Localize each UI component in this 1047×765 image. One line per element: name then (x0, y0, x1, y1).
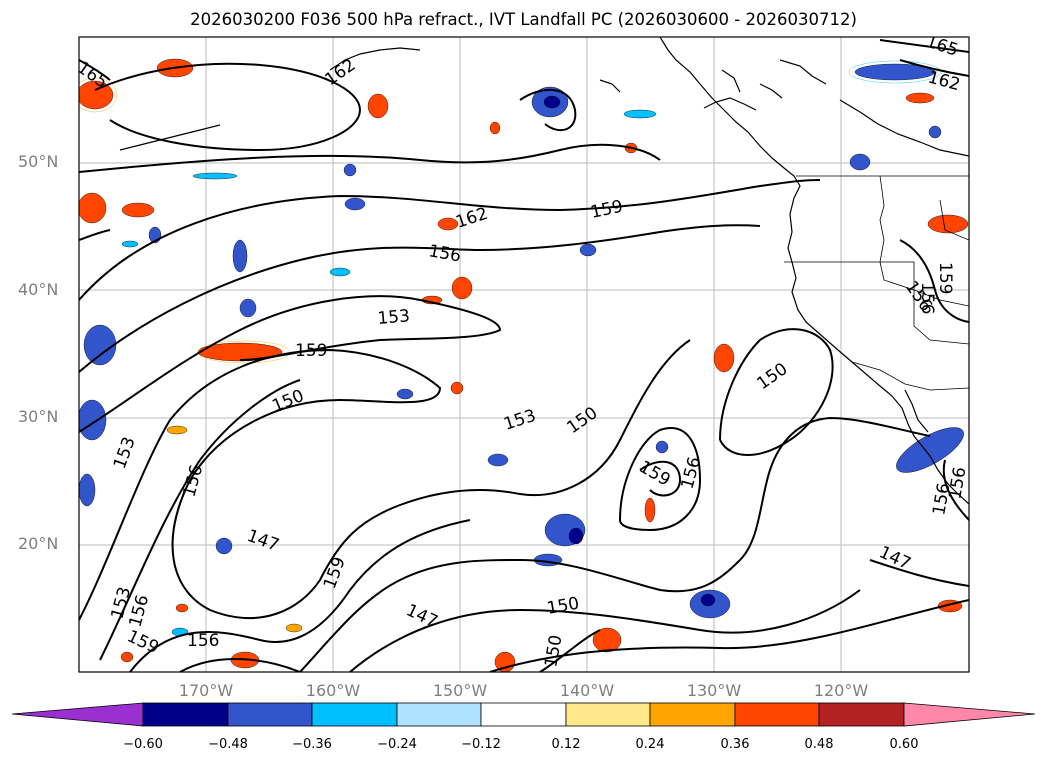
lat-label-40n: 40°N (18, 280, 59, 299)
colorbar-segment (480, 702, 567, 727)
contour-label: 156 (187, 631, 219, 651)
colorbar-tick-label: 0.24 (635, 737, 665, 752)
colorbar-tick-label: −0.12 (461, 737, 501, 752)
colorbar-tick-label: −0.48 (208, 737, 248, 752)
map-frame (78, 36, 970, 673)
lon-label-130w: 130°W (686, 681, 742, 700)
contour-label: 159 (935, 262, 955, 294)
colorbar-segment (818, 702, 905, 727)
lon-label-120w: 120°W (813, 681, 869, 700)
colorbar-segment (734, 702, 820, 727)
colorbar-tick-label: 0.60 (889, 737, 919, 752)
political-boundaries (784, 175, 969, 391)
contour-label: 156 (917, 282, 937, 314)
colorbar-tick-label: −0.36 (292, 737, 332, 752)
lat-label-50n: 50°N (18, 152, 59, 171)
lat-label-30n: 30°N (18, 407, 59, 426)
height-contours (79, 39, 969, 672)
lon-label-140w: 140°W (559, 681, 615, 700)
lat-label-20n: 20°N (18, 534, 59, 553)
colorbar-segment (396, 702, 482, 727)
refractivity-shading (79, 58, 969, 672)
lon-label-160w: 160°W (305, 681, 361, 700)
coastlines (119, 37, 969, 505)
lon-label-150w: 150°W (432, 681, 488, 700)
colorbar (11, 702, 1036, 727)
colorbar-segment (649, 702, 736, 727)
colorbar-extend-low (11, 702, 144, 727)
colorbar-segment (311, 702, 398, 727)
lon-label-170w: 170°W (178, 681, 234, 700)
colorbar-segment (565, 702, 651, 727)
contour-label: 156 (945, 465, 970, 500)
colorbar-tick-label: 0.12 (551, 737, 581, 752)
contour-label: 153 (377, 306, 411, 329)
map-title: 2026030200 F036 500 hPa refract., IVT La… (190, 10, 857, 29)
colorbar-tick-label: 0.48 (804, 737, 834, 752)
colorbar-extend-high (903, 702, 1036, 727)
colorbar-tick-label: −0.60 (123, 737, 163, 752)
colorbar-tick-label: −0.24 (377, 737, 417, 752)
colorbar-tick-label: 0.36 (720, 737, 750, 752)
colorbar-segment (142, 702, 229, 727)
colorbar-segment (227, 702, 313, 727)
contour-label: 159 (295, 341, 327, 361)
